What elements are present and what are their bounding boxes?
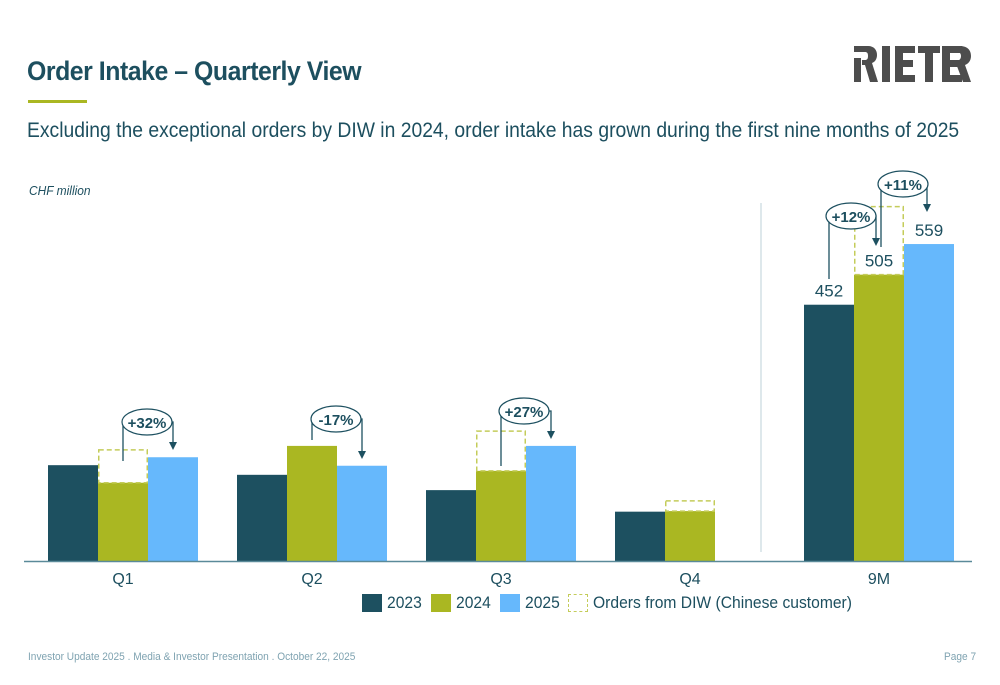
annotation-9m-2024-2025-ellipse <box>877 170 929 198</box>
legend-item-diw: Orders from DIW (Chinese customer) <box>568 593 875 613</box>
annotation-q2-2024-2025-ellipse <box>310 405 362 433</box>
data-label-9m-2023: 452 <box>815 282 843 301</box>
x-tick-label-q4: Q4 <box>679 571 700 588</box>
bar-q4-2023 <box>615 511 665 561</box>
annotation-q3-2024-2025-arrowhead <box>547 431 555 439</box>
order-intake-chart: 452 505 559 Q1 Q2 Q3 Q4 9M +32% -17% +27% +12% +11% <box>24 170 972 588</box>
annotation-9m-2024-2025-arrowhead <box>923 204 931 212</box>
data-label-9m-2025: 559 <box>915 221 943 240</box>
legend-swatch-2025 <box>499 594 520 612</box>
page-title: Order Intake – Quarterly View <box>27 56 362 86</box>
annotation-9m-2023-2024-label: +12% <box>832 209 871 226</box>
diw-outline-q4 <box>665 500 715 512</box>
annotation-q3-2024-2025-label: +27% <box>505 404 544 421</box>
x-tick-label-q3: Q3 <box>490 571 511 588</box>
legend-swatch-2023 <box>362 594 382 612</box>
x-tick-label-q1: Q1 <box>112 571 133 588</box>
data-label-9m-2024: 505 <box>865 252 893 271</box>
legend-swatch-diw <box>568 594 589 612</box>
legend-label-2024: 2024 <box>455 593 491 612</box>
annotation-9m-2024-2025-label: +11% <box>884 177 922 194</box>
bar-q1-2025 <box>148 457 198 561</box>
legend-swatch-2024 <box>430 594 451 612</box>
legend-label-diw: Orders from DIW (Chinese customer) <box>593 593 853 612</box>
annotation-q1-2024-2025-label: +32% <box>128 415 167 432</box>
bar-q1-2024 <box>98 482 148 561</box>
footer-presentation-info: Investor Update 2025 . Media & Investor … <box>28 651 356 663</box>
bar-q3-2023 <box>426 490 476 561</box>
annotation-q2-2024-2025-arrowhead <box>358 451 366 459</box>
bar-9m-2024 <box>854 274 904 561</box>
annotation-q1-2024-2025-arrowhead <box>169 442 177 450</box>
chart-legend: 2023 2024 2025 Orders from DIW (Chinese … <box>362 593 881 613</box>
bar-q2-2024 <box>287 445 337 561</box>
bar-q2-2023 <box>237 474 287 561</box>
diw-outline-9m <box>854 205 904 276</box>
rieter-logo <box>854 46 971 82</box>
title-underline <box>28 100 87 103</box>
legend-label-2023: 2023 <box>387 593 422 612</box>
bar-q2-2025 <box>337 465 387 561</box>
bar-9m-2025 <box>904 244 954 561</box>
annotation-9m-2023-2024-arrowhead <box>872 238 880 246</box>
x-tick-label-q2: Q2 <box>301 571 322 588</box>
x-tick-label-9m: 9M <box>868 571 890 588</box>
footer-page-number: Page 7 <box>944 651 977 663</box>
bar-q3-2024 <box>476 470 526 561</box>
legend-item-2023: 2023 <box>362 593 425 613</box>
legend-item-2025: 2025 <box>499 593 563 613</box>
legend-item-2024: 2024 <box>430 593 494 613</box>
annotation-q1-2024-2025-ellipse <box>121 408 173 436</box>
annotation-9m-2023-2024-ellipse <box>825 202 877 230</box>
bar-q3-2025 <box>526 445 576 561</box>
legend-label-2025: 2025 <box>524 593 560 612</box>
annotation-q3-2024-2025-ellipse <box>498 397 550 425</box>
bar-q1-2023 <box>48 465 98 561</box>
bar-9m-2023 <box>804 304 854 561</box>
unit-label: CHF million <box>29 183 91 198</box>
bar-q4-2024 <box>665 511 715 561</box>
annotation-q2-2024-2025-label: -17% <box>318 412 353 429</box>
page-subtitle: Excluding the exceptional orders by DIW … <box>27 119 960 142</box>
